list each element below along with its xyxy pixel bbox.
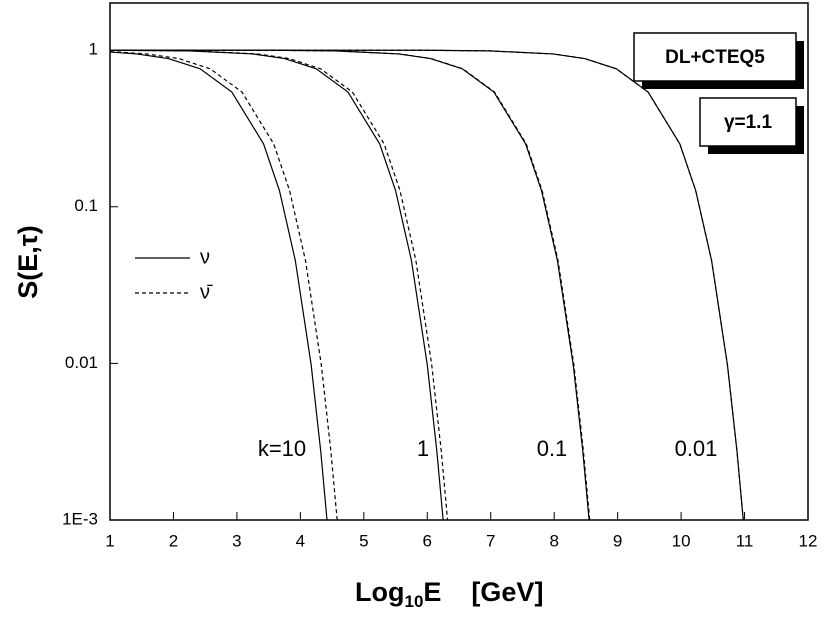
x-axis-title: Log10E [GeV] <box>355 577 543 611</box>
x-tick-label: 5 <box>359 531 368 550</box>
y-axis-title: S(E,τ) <box>13 225 43 299</box>
x-tick-label: 8 <box>549 531 558 550</box>
curve-label: k=10 <box>258 436 306 461</box>
x-title-rest: E [GeV] <box>423 577 543 607</box>
x-tick-label: 11 <box>736 531 754 550</box>
x-title-main: Log <box>355 577 404 607</box>
series-line <box>109 50 338 521</box>
legend-label: ν̄ <box>200 281 213 303</box>
x-title-sub: 10 <box>404 592 423 611</box>
curve-label: 0.01 <box>675 436 718 461</box>
y-tick-label: 0.1 <box>74 196 98 215</box>
x-tick-label: 4 <box>296 531 305 550</box>
series-line <box>109 49 591 521</box>
x-tick-label: 10 <box>672 531 691 550</box>
box-label: DL+CTEQ5 <box>665 47 765 68</box>
x-tick-label: 6 <box>423 531 432 550</box>
x-tick-label: 2 <box>169 531 178 550</box>
x-tick-label: 7 <box>486 531 495 550</box>
curve-label: 0.1 <box>537 436 568 461</box>
legend-label: ν <box>200 246 210 268</box>
y-tick-label: 0.01 <box>65 353 98 372</box>
curve-label: 1 <box>417 436 429 461</box>
x-tick-label: 3 <box>232 531 241 550</box>
series-line <box>109 49 449 521</box>
series-line <box>109 49 744 521</box>
series-line <box>109 51 328 521</box>
y-tick-label: 1E-3 <box>62 509 98 528</box>
y-tick-label: 1 <box>89 40 98 59</box>
series-line <box>109 49 590 521</box>
box-label: γ=1.1 <box>724 112 773 133</box>
x-tick-label: 9 <box>613 531 622 550</box>
plot-frame <box>109 2 809 521</box>
x-tick-label: 12 <box>799 531 818 550</box>
series-line <box>109 49 444 521</box>
box <box>633 32 797 82</box>
box <box>699 97 797 147</box>
x-tick-label: 1 <box>105 531 114 550</box>
